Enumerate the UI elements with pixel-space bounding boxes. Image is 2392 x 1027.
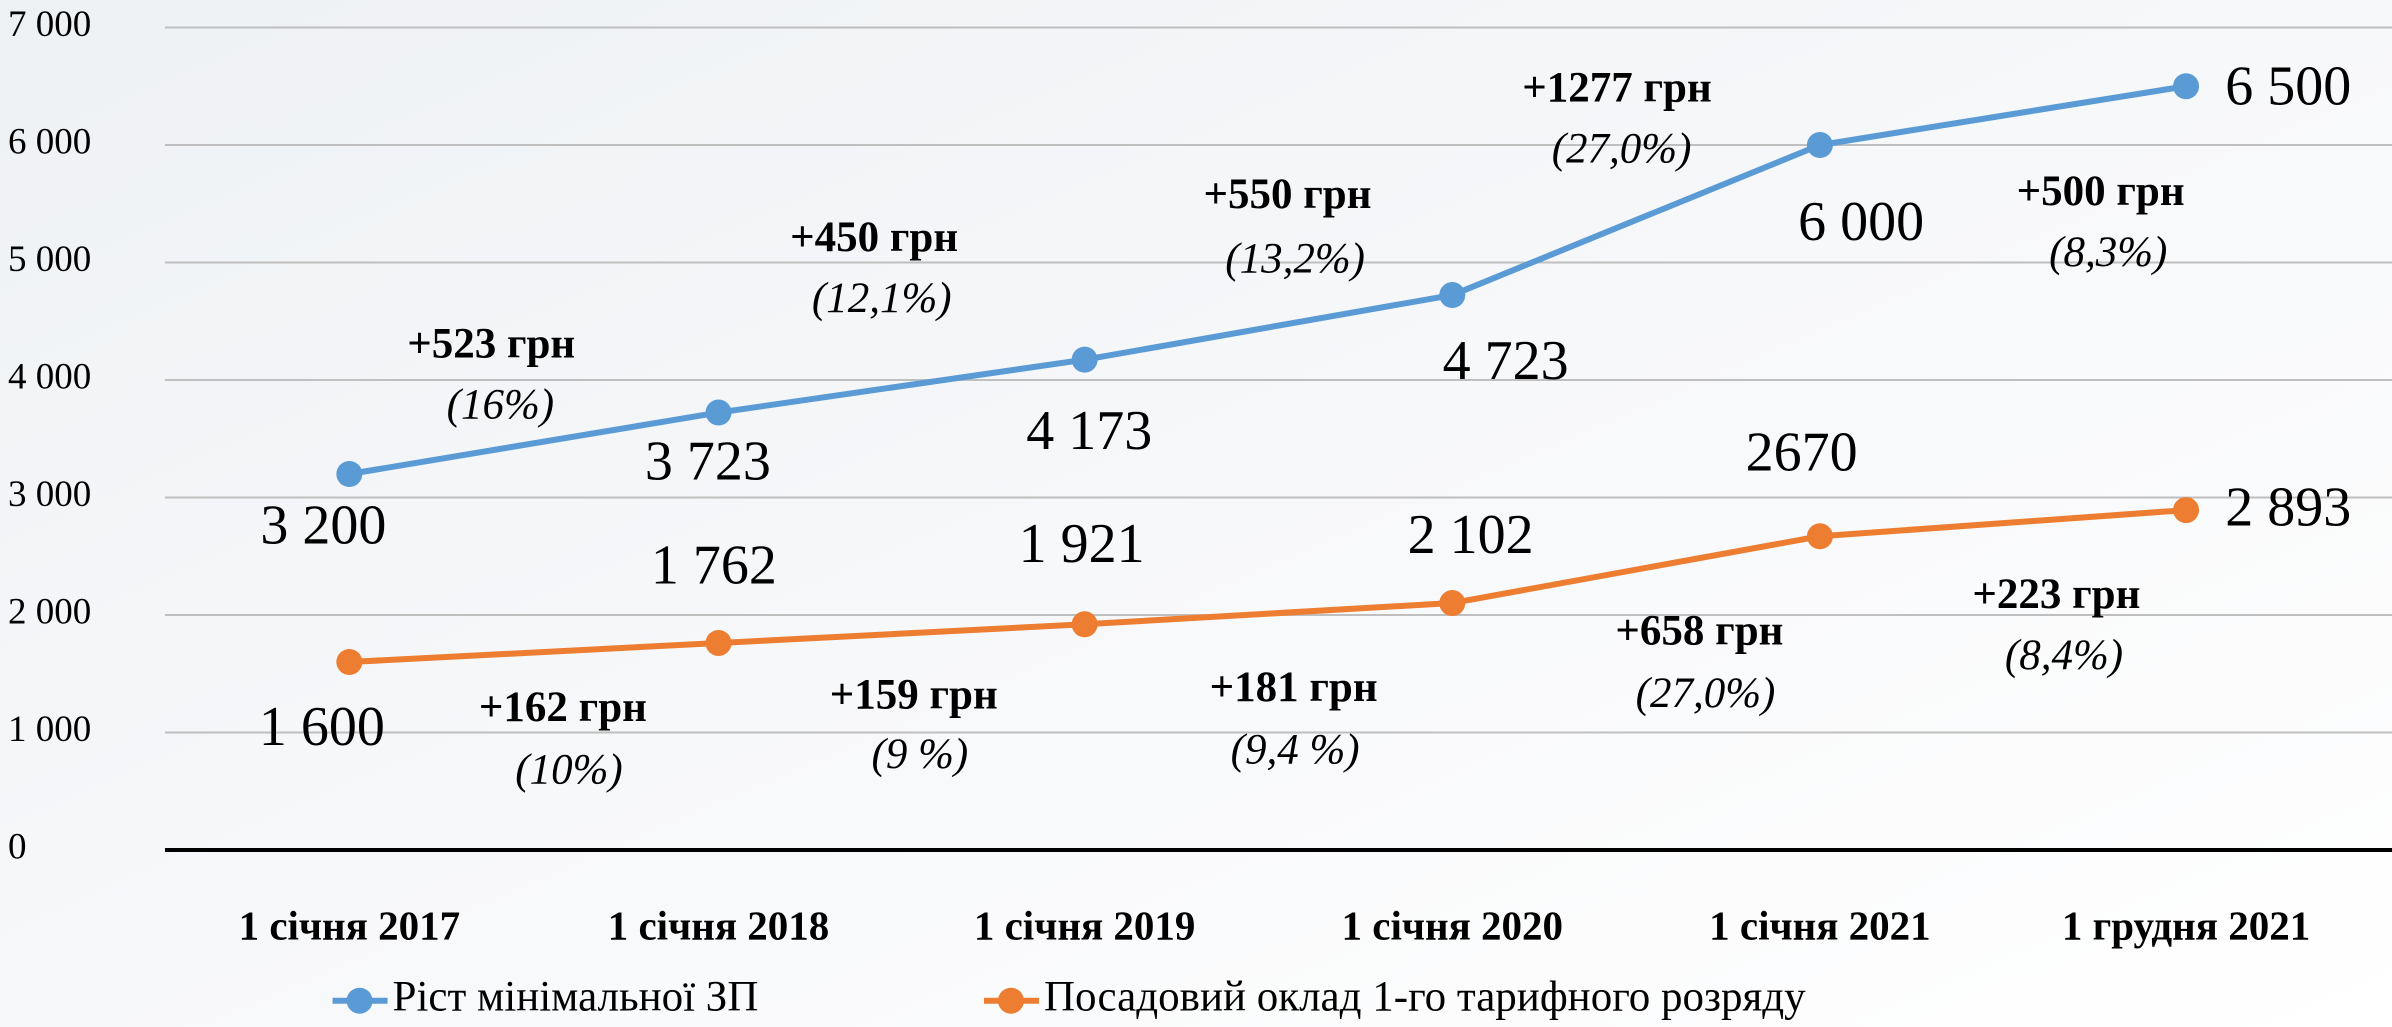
change-label: +450 грн	[790, 214, 958, 261]
point	[2173, 497, 2199, 523]
value-label: 2 102	[1408, 504, 1534, 566]
change-percent: (9,4 %)	[1231, 726, 1360, 773]
change-label: +523 грн	[407, 321, 575, 368]
value-label: 3 723	[645, 431, 771, 493]
change-label: +162 грн	[479, 684, 647, 731]
change-percent: (8,3%)	[2049, 229, 2167, 276]
change-label: +223 грн	[1972, 571, 2140, 618]
value-label: 2670	[1746, 421, 1858, 483]
x-tick-label: 1 січня 2021	[1709, 903, 1931, 949]
x-tick-label: 1 січня 2017	[239, 903, 461, 949]
y-tick-label: 7 000	[8, 4, 91, 45]
change-percent: (8,4%)	[2005, 632, 2123, 679]
point	[2173, 73, 2199, 99]
page: {"chart_data": {"type": "line", "categor…	[0, 0, 2392, 1027]
value-label: 6 000	[1798, 191, 1924, 253]
value-label: 6 500	[2225, 55, 2351, 117]
point	[1072, 611, 1098, 637]
legend-label: Ріст мінімальної ЗП	[393, 974, 759, 1021]
y-tick-label: 5 000	[8, 239, 91, 280]
value-label: 1 600	[259, 696, 385, 758]
change-percent: (12,1%)	[812, 275, 952, 322]
y-tick-label: 3 000	[8, 474, 91, 515]
change-percent: (27,0%)	[1552, 125, 1692, 172]
change-label: +658 грн	[1615, 607, 1783, 654]
change-label: +1277 грн	[1522, 64, 1711, 111]
point	[1072, 347, 1098, 373]
y-tick-label: 4 000	[8, 356, 91, 397]
x-tick-label: 1 січня 2020	[1342, 903, 1564, 949]
point	[1439, 590, 1465, 616]
change-percent: (13,2%)	[1225, 235, 1365, 282]
value-label: 3 200	[260, 495, 386, 557]
y-tick-label: 0	[8, 826, 27, 867]
x-tick-label: 1 січня 2018	[608, 903, 830, 949]
value-label: 2 893	[2225, 476, 2351, 538]
change-percent: (27,0%)	[1636, 670, 1776, 717]
change-label: +500 грн	[2017, 168, 2185, 215]
change-percent: (10%)	[515, 746, 622, 793]
x-tick-label: 1 січня 2019	[974, 903, 1196, 949]
change-percent: (16%)	[447, 382, 554, 429]
point	[706, 400, 732, 426]
y-tick-label: 2 000	[8, 591, 91, 632]
legend-label: Посадовий оклад 1-го тарифного розряду	[1044, 974, 1806, 1021]
point	[1439, 282, 1465, 308]
value-label: 1 921	[1019, 513, 1145, 575]
value-label: 4 723	[1443, 330, 1569, 392]
legend-marker	[998, 988, 1024, 1014]
legend-marker	[347, 988, 373, 1014]
chart: 0 1 000 2 000 3 000 4 000 5 000 6 000 7 000 1 сі…	[0, 0, 2392, 1027]
x-tick-label: 1 грудня 2021	[2062, 903, 2310, 949]
value-label: 4 173	[1026, 400, 1152, 462]
point	[336, 649, 362, 675]
point	[1807, 523, 1833, 549]
change-label: +159 грн	[830, 672, 998, 719]
change-label: +181 грн	[1210, 664, 1378, 711]
point	[336, 461, 362, 487]
point	[1807, 132, 1833, 158]
y-tick-label: 1 000	[8, 709, 91, 750]
y-tick-label: 6 000	[8, 121, 91, 162]
change-percent: (9 %)	[872, 731, 969, 778]
value-label: 1 762	[651, 534, 777, 596]
point	[706, 630, 732, 656]
change-label: +550 грн	[1204, 171, 1372, 218]
